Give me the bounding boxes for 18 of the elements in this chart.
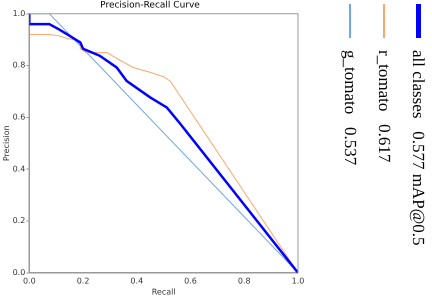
y-tick-label: 1.0: [12, 8, 26, 18]
x-tick-label: 0.0: [22, 276, 36, 286]
x-axis-title: Recall: [152, 287, 176, 296]
x-tick-label: 0.6: [184, 276, 197, 286]
y-tick-label: 0.8: [12, 60, 26, 70]
y-tick-label: 0.4: [12, 164, 26, 174]
y-tick-label: 0.2: [12, 216, 26, 226]
y-tick-label: 0.0: [12, 268, 26, 277]
y-axis-title: Precision: [2, 125, 11, 162]
legend-label: r_tomato 0.617: [374, 50, 394, 162]
legend-label: all classes 0.577 mAP@0.5: [408, 50, 428, 246]
x-tick-label: 0.2: [76, 276, 90, 286]
legend-label: g_tomato 0.537: [340, 50, 360, 166]
y-tick-label: 0.6: [12, 112, 26, 122]
x-tick-label: 1.0: [292, 276, 304, 286]
x-tick-label: 0.4: [130, 276, 144, 286]
x-tick-label: 0.8: [238, 276, 251, 286]
chart-title: Precision-Recall Curve: [100, 0, 200, 11]
